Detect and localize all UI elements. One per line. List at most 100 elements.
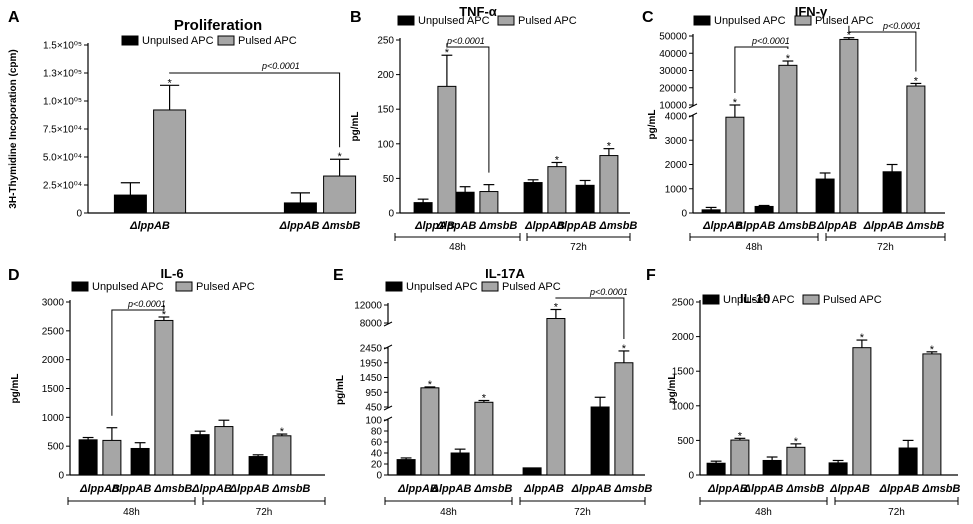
significance-star: * [786, 53, 791, 65]
y-tick-label: 150 [377, 105, 394, 116]
bar-unpulsed [130, 447, 150, 476]
panel-b: B TNF-αpg/mL050100150200250***p<0.0001Δlp… [350, 4, 637, 253]
significance-star: * [337, 151, 342, 163]
legend-swatch-pulsed [217, 35, 235, 46]
y-tick-label: 0 [58, 471, 64, 482]
x-category-label: ΔlppAB ΔmsbB [436, 220, 518, 232]
legend-label-pulsed: Pulsed APC [815, 15, 874, 27]
group-label: 48h [755, 507, 772, 518]
bar-pulsed [102, 439, 122, 476]
bar-pulsed [839, 38, 859, 214]
y-tick-label: 20 [371, 460, 383, 471]
bar-pulsed [272, 435, 292, 476]
x-category-label: ΔlppAB [397, 483, 438, 495]
significance-star: * [555, 154, 560, 166]
bar-unpulsed [455, 191, 475, 214]
bar-pulsed [214, 426, 234, 476]
legend-label-unpulsed: Unpulsed APC [418, 15, 490, 27]
x-category-label: ΔlppAB [414, 220, 455, 232]
significance-star: * [914, 75, 919, 87]
y-tick-label: 1.0×10⁰⁵ [43, 97, 82, 108]
panel-letter: C [642, 9, 654, 26]
x-category-label: ΔlppAB ΔmsbB [111, 483, 193, 495]
axis-break-mark [688, 103, 698, 109]
legend-swatch-unpulsed [693, 15, 711, 26]
bar-pulsed [437, 85, 457, 214]
x-category-label: ΔlppAB ΔmsbB [743, 483, 825, 495]
significance-star: * [733, 97, 738, 109]
bar-unpulsed [754, 205, 774, 214]
significance-star: * [167, 77, 172, 89]
x-category-label: ΔlppAB ΔmsbB [571, 483, 653, 495]
bar-pulsed [420, 387, 440, 476]
group-label: 72h [256, 507, 273, 518]
y-tick-label: 1500 [672, 367, 695, 378]
bar-pulsed [725, 116, 745, 214]
legend-label-pulsed: Pulsed APC [196, 281, 255, 293]
bar-pulsed [154, 319, 174, 476]
legend-swatch-unpulsed [121, 35, 139, 46]
y-tick-label: 10000 [659, 101, 687, 112]
y-tick-label: 0 [76, 209, 82, 220]
y-tick-label: 2000 [672, 332, 695, 343]
significance-star: * [607, 141, 612, 153]
axis-break [382, 324, 647, 347]
x-category-label: ΔlppAB [129, 220, 170, 232]
y-tick-label: 1.3×10⁰⁵ [43, 69, 82, 80]
p-value-label: p<0.0001 [589, 287, 628, 297]
legend-swatch-unpulsed [702, 294, 720, 305]
y-axis-label: pg/mL [350, 112, 361, 142]
legend-swatch-pulsed [497, 15, 515, 26]
y-tick-label: 0 [681, 209, 687, 220]
chart-title: IL-6 [160, 266, 183, 281]
bar-unpulsed [413, 202, 433, 214]
significance-star: * [445, 47, 450, 59]
y-tick-label: 950 [365, 388, 382, 399]
bar-unpulsed [898, 447, 918, 476]
bar-unpulsed [522, 467, 542, 476]
x-category-label: ΔlppAB ΔmsbB [279, 220, 361, 232]
p-value-label: p<0.0001 [882, 21, 921, 31]
axis-break [687, 106, 947, 115]
x-category-label: ΔlppAB [523, 483, 564, 495]
significance-bracket [446, 43, 490, 173]
y-tick-label: 200 [377, 70, 394, 81]
legend-swatch-unpulsed [71, 281, 89, 292]
y-tick-label: 0 [688, 471, 694, 482]
bar-unpulsed [248, 456, 268, 476]
legend-label-unpulsed: Unpulsed APC [142, 35, 214, 47]
x-category-label: ΔlppAB ΔmsbB [556, 220, 638, 232]
legend-label-pulsed: Pulsed APC [823, 294, 882, 306]
bar-pulsed [852, 347, 872, 476]
y-axis-label: pg/mL [335, 375, 346, 405]
y-tick-label: 4000 [665, 112, 688, 123]
y-tick-label: 7.5×10⁰⁴ [43, 125, 82, 136]
y-tick-label: 50 [383, 174, 395, 185]
legend-swatch-unpulsed [385, 281, 403, 292]
legend-swatch-pulsed [481, 281, 499, 292]
significance-star: * [930, 344, 935, 356]
y-tick-label: 40000 [659, 49, 687, 60]
chart-title: Proliferation [174, 17, 262, 34]
bar-pulsed [474, 401, 494, 476]
legend-swatch-pulsed [794, 15, 812, 26]
y-tick-label: 60 [371, 438, 383, 449]
y-tick-label: 1500 [42, 384, 65, 395]
y-tick-label: 50000 [659, 32, 687, 43]
significance-bracket [734, 46, 789, 93]
y-tick-label: 500 [677, 436, 694, 447]
bar-unpulsed [828, 462, 848, 476]
legend-swatch-pulsed [175, 281, 193, 292]
y-axis-label: pg/mL [647, 110, 658, 140]
p-value-label: p<0.0001 [127, 299, 166, 309]
bar-pulsed [614, 362, 634, 476]
y-tick-label: 500 [47, 442, 64, 453]
bar-unpulsed [283, 202, 317, 214]
legend-label-pulsed: Pulsed APC [518, 15, 577, 27]
y-tick-label: 1000 [665, 184, 688, 195]
x-category-label: ΔlppAB ΔmsbB [735, 220, 817, 232]
p-value-label: p<0.0001 [261, 61, 300, 71]
y-axis-label: pg/mL [667, 374, 678, 404]
significance-bracket [555, 297, 625, 339]
